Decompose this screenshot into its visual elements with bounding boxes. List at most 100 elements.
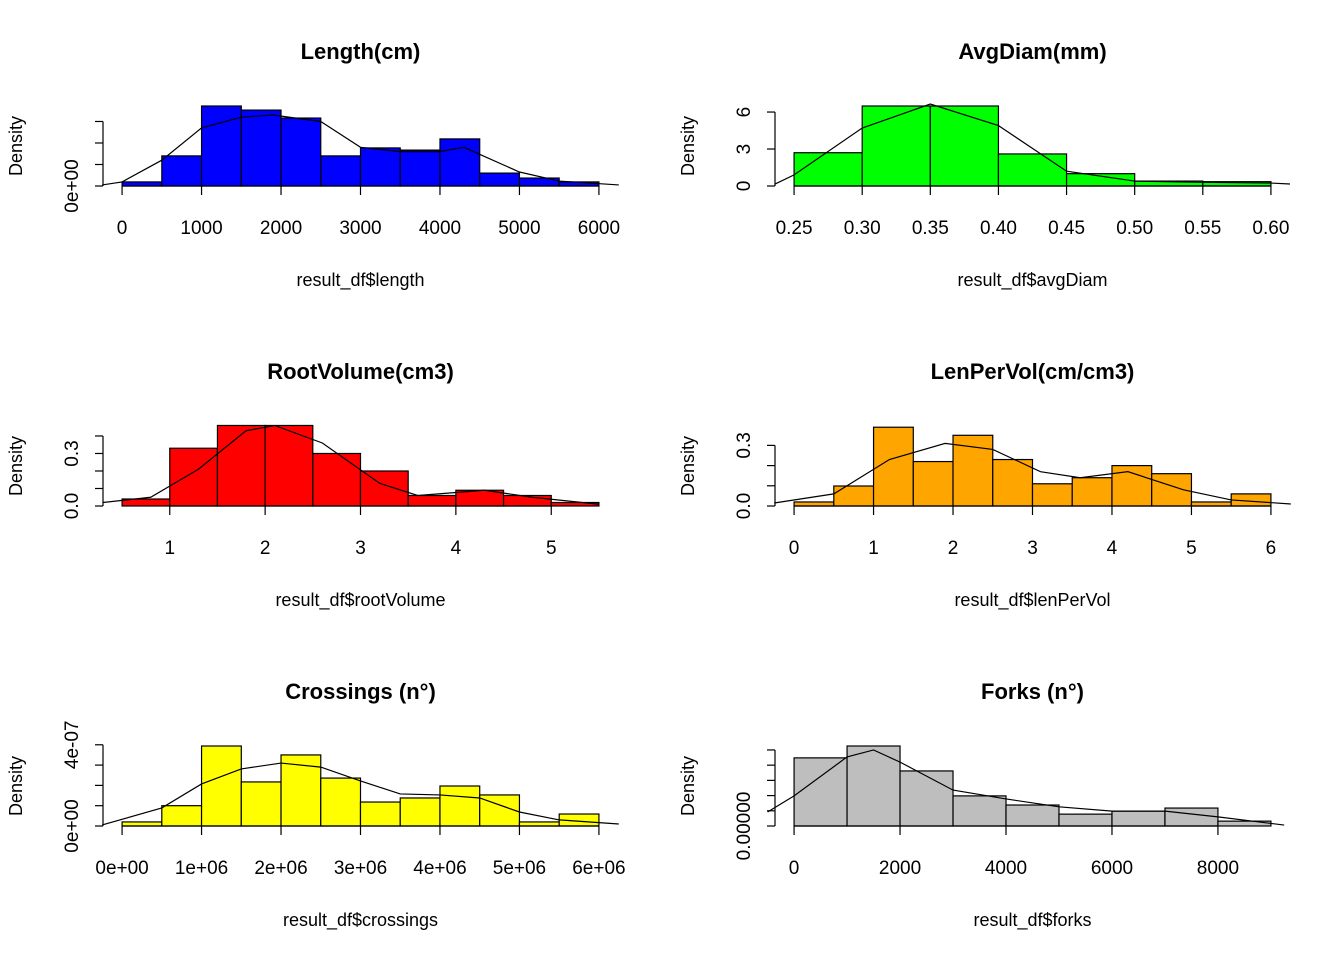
y-axis-label: Density — [6, 756, 26, 816]
y-tick-label: 0.3 — [62, 440, 83, 466]
density-curve — [767, 749, 1285, 826]
histogram-bar — [1058, 813, 1113, 827]
histogram-bar — [899, 770, 954, 827]
histogram-bar — [872, 426, 914, 507]
x-tick-label: 6000 — [1091, 858, 1133, 879]
density-curve — [102, 114, 619, 186]
x-tick-label: 4 — [451, 538, 462, 559]
histogram-bar — [1005, 804, 1060, 827]
x-tick-label: 1 — [868, 538, 879, 559]
x-axis-label: result_df$lenPerVol — [954, 590, 1110, 611]
histogram-bar — [216, 424, 266, 507]
histogram-bar — [121, 181, 163, 187]
histogram-bar — [359, 470, 409, 507]
histogram-bar — [200, 745, 242, 827]
histogram-bar — [455, 489, 505, 507]
x-tick-label: 0.30 — [844, 218, 881, 239]
x-axis-label: result_df$forks — [973, 910, 1091, 931]
histogram-bar — [240, 781, 282, 827]
histogram-bar — [320, 777, 362, 827]
histogram-bar — [312, 452, 362, 507]
x-tick-label: 0.60 — [1252, 218, 1289, 239]
y-tick-label: 4e-07 — [62, 720, 83, 769]
histogram-bar — [280, 117, 322, 187]
histogram-bar — [399, 797, 441, 827]
x-tick-label: 2000 — [879, 858, 921, 879]
x-tick-label: 1e+06 — [175, 858, 228, 879]
x-tick-label: 5000 — [498, 218, 540, 239]
x-tick-label: 0e+00 — [95, 858, 148, 879]
histogram-bar — [793, 501, 835, 507]
chart-title: AvgDiam(mm) — [958, 39, 1106, 64]
histogram-bar — [952, 795, 1007, 827]
histogram-bar — [1031, 483, 1073, 507]
x-tick-label: 4000 — [985, 858, 1027, 879]
histogram-bar — [929, 105, 1000, 187]
histogram-bar — [479, 172, 521, 187]
x-tick-label: 6e+06 — [572, 858, 625, 879]
x-tick-label: 3 — [355, 538, 366, 559]
histogram-bar — [161, 805, 203, 827]
histogram-bar — [399, 149, 441, 187]
histogram-bar — [407, 494, 457, 507]
histogram-bar — [997, 153, 1068, 187]
histogram-bar — [833, 485, 875, 507]
histogram-bar — [161, 155, 203, 187]
x-axis-label: result_df$rootVolume — [275, 590, 445, 611]
x-tick-label: 2 — [260, 538, 271, 559]
y-axis-label: Density — [678, 756, 698, 816]
x-tick-label: 0.25 — [776, 218, 813, 239]
x-axis-label: result_df$avgDiam — [957, 270, 1107, 291]
histogram-bar — [359, 147, 401, 187]
x-tick-label: 0.40 — [980, 218, 1017, 239]
histogram-bar — [264, 424, 314, 507]
histogram-bar — [200, 105, 242, 187]
histogram-bar — [439, 785, 481, 827]
x-tick-label: 5 — [1186, 538, 1197, 559]
x-axis-label: result_df$crossings — [283, 910, 438, 931]
histogram-bar — [1111, 810, 1166, 827]
x-tick-label: 4000 — [419, 218, 461, 239]
histogram-bar — [861, 105, 931, 187]
y-tick-label: 6 — [734, 107, 755, 118]
y-axis-label: Density — [678, 116, 698, 176]
y-tick-label: 3 — [734, 144, 755, 155]
histogram-bar — [240, 109, 282, 187]
chart-title: RootVolume(cm3) — [267, 359, 454, 384]
x-tick-label: 0 — [789, 538, 800, 559]
chart-title: Forks (n°) — [981, 679, 1084, 704]
density-curve — [102, 762, 619, 826]
x-tick-label: 0.35 — [912, 218, 949, 239]
x-tick-label: 0 — [117, 218, 128, 239]
x-tick-label: 4e+06 — [413, 858, 466, 879]
x-tick-label: 8000 — [1197, 858, 1239, 879]
x-tick-label: 3e+06 — [334, 858, 387, 879]
x-tick-label: 6 — [1266, 538, 1277, 559]
chart-title: Crossings (n°) — [285, 679, 436, 704]
density-curve — [774, 442, 1291, 505]
histogram-bar — [439, 138, 481, 187]
histogram-bar — [846, 745, 901, 827]
x-tick-label: 2e+06 — [254, 858, 307, 879]
histogram-bar — [1071, 477, 1113, 507]
x-tick-label: 0 — [789, 858, 800, 879]
x-tick-label: 4 — [1107, 538, 1118, 559]
histogram-bar — [793, 757, 848, 827]
chart-title: LenPerVol(cm/cm3) — [931, 359, 1135, 384]
x-tick-label: 2000 — [260, 218, 302, 239]
y-tick-label: 0.0 — [62, 493, 83, 519]
x-tick-label: 1 — [164, 538, 175, 559]
y-axis-label: Density — [678, 436, 698, 496]
y-axis-label: Density — [6, 436, 26, 496]
histogram-bar — [169, 447, 219, 507]
histogram-bar — [121, 821, 163, 827]
x-tick-label: 5e+06 — [493, 858, 546, 879]
histogram-bar — [992, 458, 1034, 507]
x-tick-label: 2 — [948, 538, 959, 559]
histogram-bar — [1111, 464, 1153, 507]
density-curve — [774, 103, 1291, 185]
y-axis-label: Density — [6, 116, 26, 176]
y-tick-label: 0.3 — [734, 432, 755, 458]
